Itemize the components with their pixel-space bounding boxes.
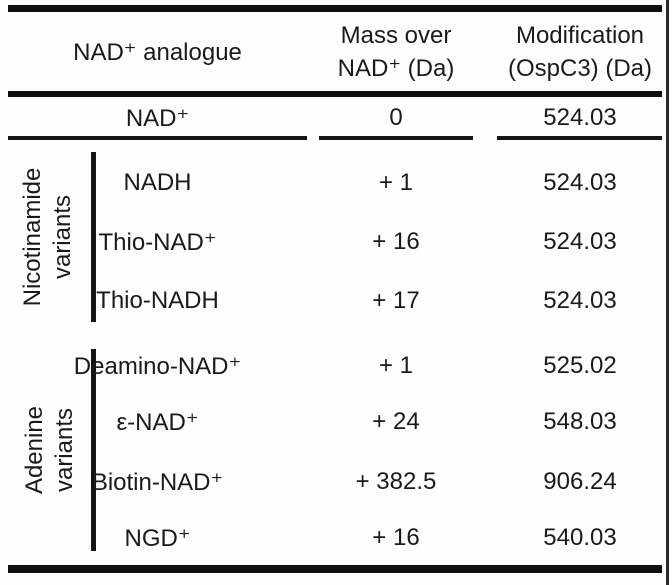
header-separator-rule — [8, 91, 662, 97]
column-header-analogue: NAD⁺ analogue — [8, 13, 307, 91]
mass-over-nad-value: + 1 — [378, 352, 414, 379]
group-divider-bar-nicotinamide — [91, 152, 96, 322]
column-header-mass-line2: NAD⁺ (Da) — [337, 55, 455, 82]
column-header-modification-line2: (OspC3) (Da) — [507, 55, 652, 82]
analogue-name: Thio-NADH — [96, 287, 219, 314]
analogue-name: Thio-NAD⁺ — [98, 228, 217, 256]
table-row-epsilon-nad: ε-NAD⁺ + 24 548.03 — [0, 402, 672, 442]
mass-over-nad-value: 0 — [389, 104, 403, 131]
modification-value: 906.24 — [543, 468, 617, 495]
reference-row-separator-col3 — [497, 136, 662, 140]
mass-over-nad-value: + 17 — [372, 287, 420, 314]
analogue-name: NADH — [123, 169, 192, 196]
mass-over-nad-value: + 16 — [372, 228, 420, 255]
table-row-nad-reference: NAD⁺ 0 524.03 — [0, 98, 672, 138]
modification-value: 524.03 — [543, 104, 617, 131]
analogue-name: NAD⁺ — [125, 104, 190, 132]
mass-over-nad-value: + 24 — [372, 408, 420, 435]
table-row-thio-nad: Thio-NAD⁺ + 16 524.03 — [0, 222, 672, 262]
analogue-name: Deamino-NAD⁺ — [73, 352, 242, 380]
modification-value: 524.03 — [543, 169, 617, 196]
table-row-thio-nadh: Thio-NADH + 17 524.03 — [0, 281, 672, 321]
reference-row-separator-col1 — [8, 136, 307, 140]
analogue-name: NGD⁺ — [124, 524, 191, 552]
figure-right-edge-line — [666, 0, 669, 585]
column-header-modification: Modification (OspC3) (Da) — [488, 13, 672, 91]
modification-value: 524.03 — [543, 228, 617, 255]
analogue-name: ε-NAD⁺ — [116, 408, 199, 436]
column-header-modification-line1: Modification — [515, 22, 645, 49]
column-header-analogue-label: NAD⁺ analogue — [73, 38, 242, 66]
table-top-rule — [8, 5, 662, 12]
table-row-ngd: NGD⁺ + 16 540.03 — [0, 518, 672, 558]
modification-value: 525.02 — [543, 352, 617, 379]
modification-value: 524.03 — [543, 287, 617, 314]
mass-over-nad-value: + 16 — [372, 524, 420, 551]
reference-row-separator-col2 — [319, 136, 473, 140]
table-bottom-rule — [8, 565, 662, 573]
group-divider-bar-adenine — [91, 349, 96, 551]
column-header-mass: Mass over NAD⁺ (Da) — [319, 13, 473, 91]
table-row-deamino-nad: Deamino-NAD⁺ + 1 525.02 — [0, 346, 672, 386]
column-header-mass-line1: Mass over — [340, 22, 452, 49]
table-row-biotin-nad: Biotin-NAD⁺ + 382.5 906.24 — [0, 462, 672, 502]
modification-value: 548.03 — [543, 408, 617, 435]
table-row-nadh: NADH + 1 524.03 — [0, 163, 672, 203]
mass-over-nad-value: + 382.5 — [355, 468, 437, 495]
mass-over-nad-value: + 1 — [378, 169, 414, 196]
analogue-name: Biotin-NAD⁺ — [91, 468, 224, 496]
modification-value: 540.03 — [543, 524, 617, 551]
